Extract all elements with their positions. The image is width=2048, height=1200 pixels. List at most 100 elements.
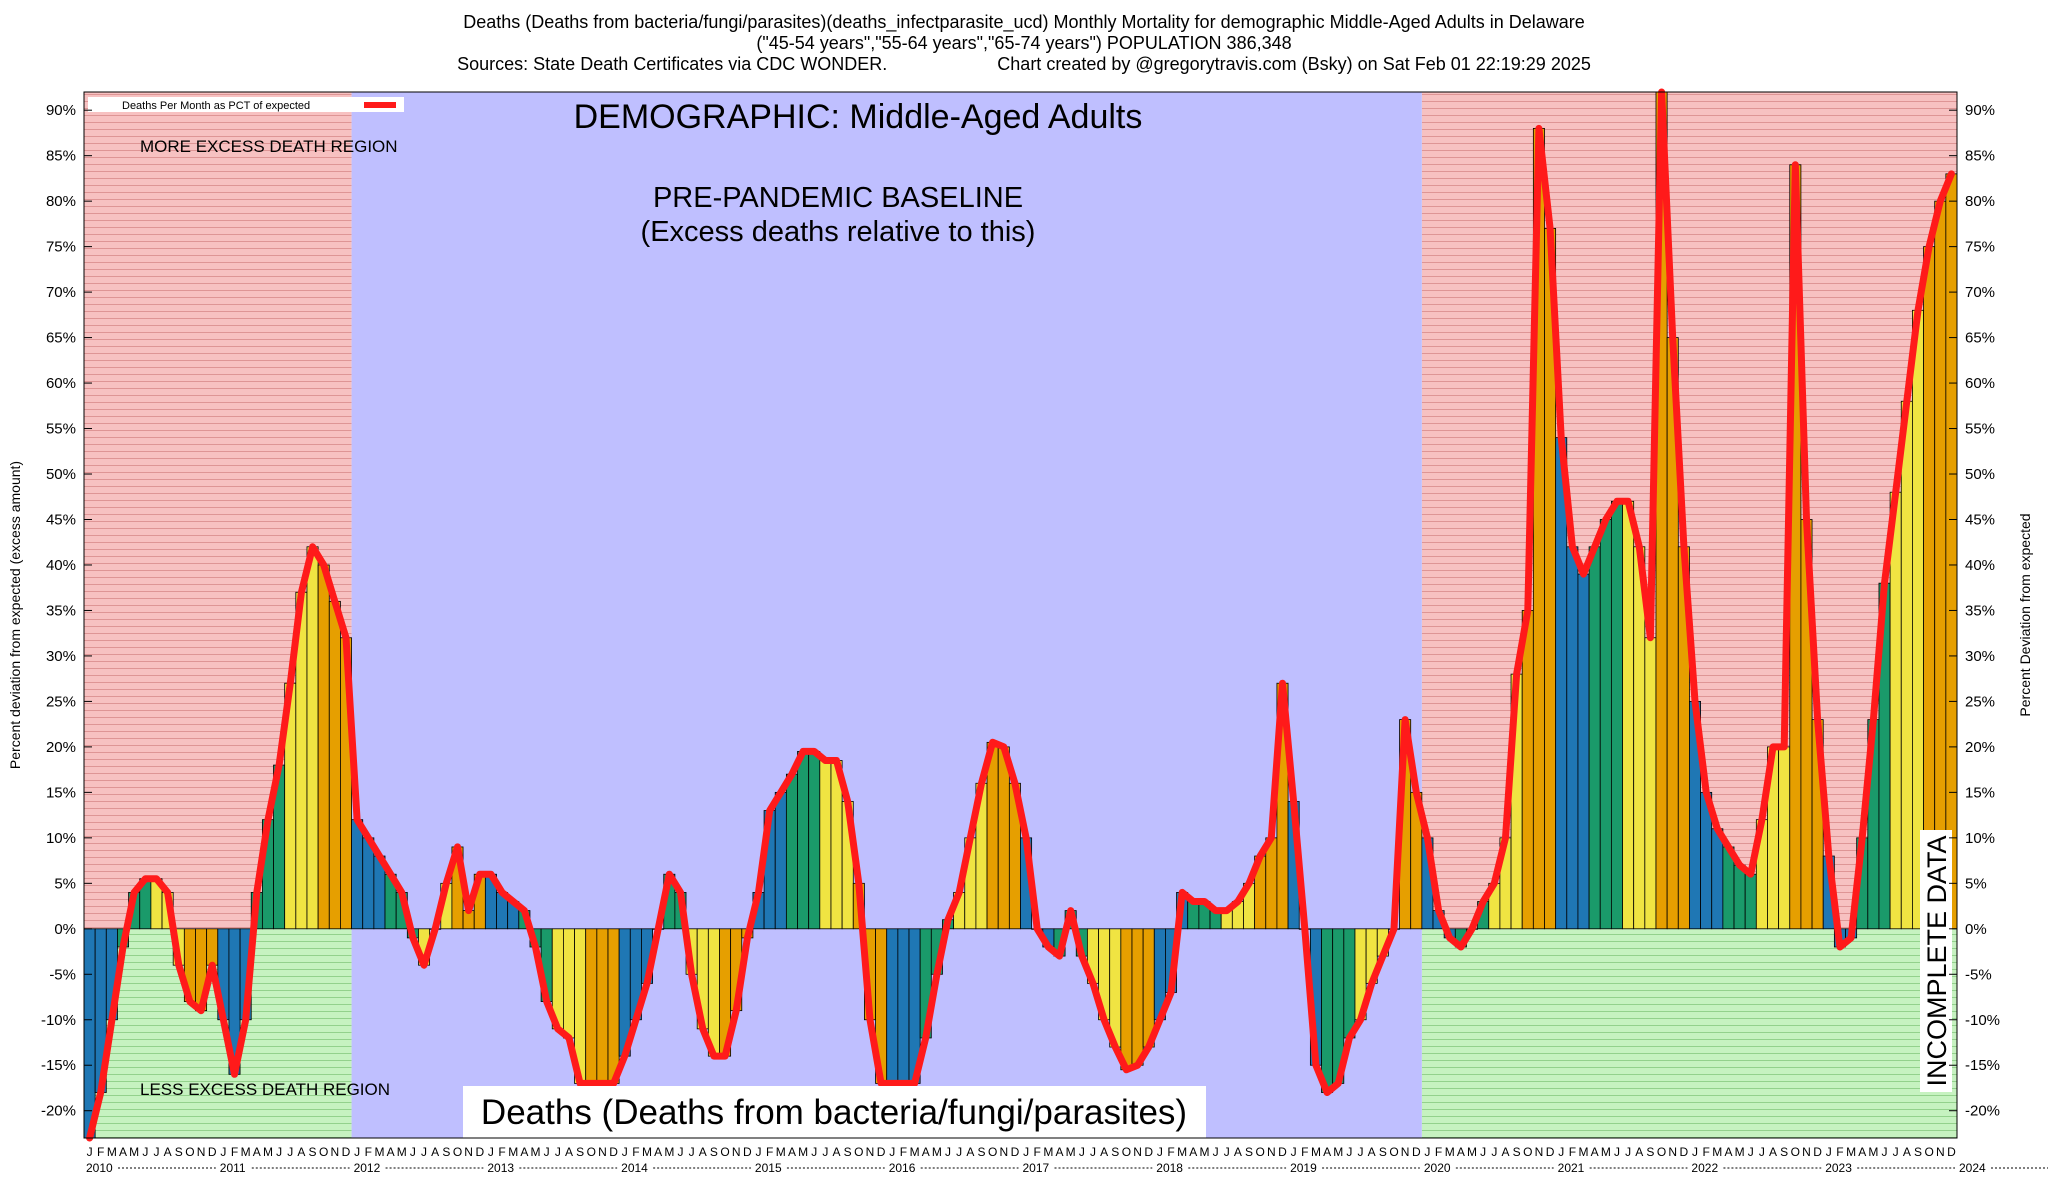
x-tick-month: J <box>822 1145 828 1159</box>
x-tick-month: O <box>1657 1145 1666 1159</box>
y-tick-label-left: 60% <box>46 375 76 392</box>
x-tick-month: A <box>387 1145 395 1159</box>
y-tick-label-left: 40% <box>46 557 76 574</box>
y-tick-label-right: 75% <box>1965 239 1995 256</box>
y-tick-label-left: -5% <box>49 966 76 983</box>
x-tick-month: M <box>531 1145 541 1159</box>
bar <box>1644 637 1657 930</box>
y-tick-label-right: 0% <box>1965 921 1987 938</box>
incomplete-label-box <box>1920 830 1952 1092</box>
x-tick-year: 2015 <box>755 1161 782 1175</box>
x-tick-month: S <box>309 1145 317 1159</box>
chart-title: Deaths (Deaths from bacteria/fungi/paras… <box>463 12 1585 32</box>
x-tick-month: J <box>889 1145 895 1159</box>
x-tick-month: A <box>297 1145 305 1159</box>
legend-box <box>88 97 404 112</box>
x-tick-month: A <box>565 1145 573 1159</box>
y-tick-label-left: 90% <box>46 102 76 119</box>
x-tick-month: A <box>1189 1145 1197 1159</box>
x-tick-month: S <box>175 1145 183 1159</box>
x-tick-month: A <box>1769 1145 1777 1159</box>
bar <box>206 928 219 966</box>
bar <box>1711 828 1724 930</box>
x-tick-month: J <box>1893 1145 1899 1159</box>
x-tick-month: M <box>910 1145 920 1159</box>
x-tick-month: M <box>1043 1145 1053 1159</box>
bar <box>83 928 96 1139</box>
x-tick-month: M <box>1846 1145 1856 1159</box>
x-tick-month: D <box>609 1145 618 1159</box>
y-tick-label-right: -10% <box>1965 1012 2000 1029</box>
y-tick-label-left: 50% <box>46 466 76 483</box>
y-tick-label-left: -15% <box>41 1057 76 1074</box>
bar <box>1588 546 1601 930</box>
bar <box>1945 173 1958 930</box>
bar <box>1131 928 1144 1066</box>
y-tick-label-left: 10% <box>46 830 76 847</box>
x-tick-month: M <box>776 1145 786 1159</box>
credit-text: Chart created by @gregorytravis.com (Bsk… <box>997 54 1591 74</box>
bar <box>986 741 999 930</box>
x-tick-month: J <box>622 1145 628 1159</box>
y-tick-label-left: 15% <box>46 784 76 801</box>
y-tick-label-left: 25% <box>46 693 76 710</box>
x-tick-month: J <box>1692 1145 1698 1159</box>
x-tick-month: J <box>677 1145 683 1159</box>
x-tick-month: N <box>1936 1145 1945 1159</box>
bar <box>1321 928 1334 1093</box>
axes: -20% -20% -15% -15% -10% -10% -5% -5% 0% 0% 5% 5% 10… <box>7 91 2048 1175</box>
x-tick-month: N <box>1133 1145 1142 1159</box>
x-tick-month: J <box>555 1145 561 1159</box>
bar <box>596 928 609 1084</box>
x-tick-month: F <box>498 1145 505 1159</box>
x-tick-month: F <box>231 1145 238 1159</box>
y-tick-label-left: -10% <box>41 1012 76 1029</box>
x-tick-month: S <box>576 1145 584 1159</box>
y-tick-label-right: 60% <box>1965 375 1995 392</box>
x-tick-month: F <box>1167 1145 1174 1159</box>
x-tick-month: O <box>1256 1145 1265 1159</box>
x-tick-month: O <box>185 1145 194 1159</box>
bar <box>1889 491 1902 930</box>
y-tick-label-right: 80% <box>1965 193 1995 210</box>
x-tick-month: A <box>966 1145 974 1159</box>
x-tick-month: N <box>732 1145 741 1159</box>
bar <box>1923 246 1936 930</box>
y-tick-label-right: 15% <box>1965 784 1995 801</box>
y-tick-label-right: 90% <box>1965 102 1995 119</box>
x-tick-month: M <box>798 1145 808 1159</box>
x-tick-month: A <box>1858 1145 1866 1159</box>
bar <box>707 928 720 1057</box>
x-tick-month: N <box>1535 1145 1544 1159</box>
x-tick-month: D <box>475 1145 484 1159</box>
x-tick-month: S <box>1379 1145 1387 1159</box>
x-tick-month: J <box>142 1145 148 1159</box>
x-tick-month: M <box>1199 1145 1209 1159</box>
x-tick-year: 2013 <box>487 1161 514 1175</box>
x-tick-year: 2021 <box>1558 1161 1585 1175</box>
sources-line: Sources: State Death Certificates via CD… <box>0 54 2048 75</box>
x-tick-month: N <box>331 1145 340 1159</box>
x-tick-month: A <box>1056 1145 1064 1159</box>
bar <box>362 837 375 930</box>
bar <box>1610 500 1623 930</box>
x-tick-month: M <box>241 1145 251 1159</box>
x-tick-month: D <box>743 1145 752 1159</box>
x-tick-month: A <box>1635 1145 1643 1159</box>
x-tick-month: A <box>431 1145 439 1159</box>
x-tick-month: D <box>1947 1145 1956 1159</box>
x-tick-month: A <box>520 1145 528 1159</box>
x-tick-month: M <box>642 1145 652 1159</box>
x-tick-month: J <box>945 1145 951 1159</box>
x-tick-month: F <box>97 1145 104 1159</box>
x-tick-month: M <box>263 1145 273 1159</box>
x-tick-month: M <box>1868 1145 1878 1159</box>
baseline-label: PRE-PANDEMIC BASELINE <box>653 182 1023 214</box>
y-tick-label-left: 70% <box>46 284 76 301</box>
x-tick-month: D <box>1546 1145 1555 1159</box>
legend-label: Deaths Per Month as PCT of expected <box>122 100 310 112</box>
x-tick-month: M <box>1467 1145 1477 1159</box>
x-tick-month: F <box>1569 1145 1576 1159</box>
x-tick-month: D <box>342 1145 351 1159</box>
x-tick-month: F <box>1435 1145 1442 1159</box>
